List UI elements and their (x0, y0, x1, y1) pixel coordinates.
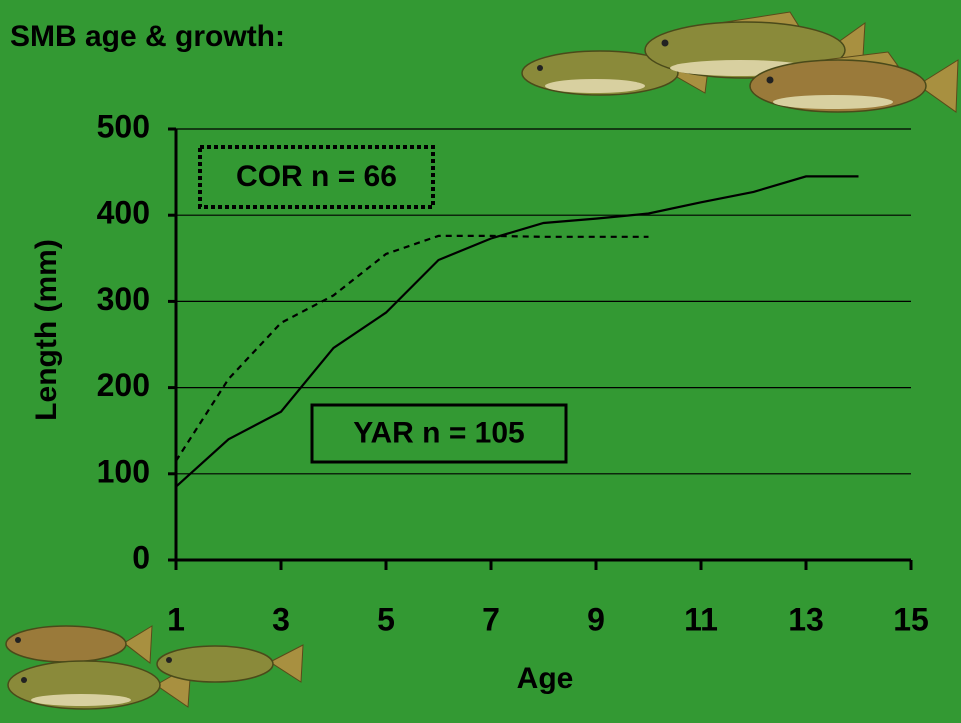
y-tick-label: 200 (97, 367, 150, 403)
x-tick-label: 13 (788, 601, 824, 637)
y-tick-label: 400 (97, 195, 150, 231)
y-tick-label: 100 (97, 453, 150, 489)
y-tick-label: 0 (132, 539, 150, 575)
x-tick-label: 15 (893, 601, 929, 637)
x-tick-label: 1 (167, 601, 185, 637)
y-tick-label: 300 (97, 281, 150, 317)
x-axis-label: Age (517, 662, 574, 695)
y-axis-label: Length (mm) (30, 239, 63, 421)
x-tick-label: 3 (272, 601, 290, 637)
series-label: YAR n = 105 (353, 416, 525, 449)
y-tick-label: 500 (97, 108, 150, 144)
chart-title: SMB age & growth: (10, 20, 285, 53)
chart: SMB age & growth: Age Length (mm) 0 100 20… (0, 0, 961, 723)
x-tick-label: 9 (587, 601, 605, 637)
x-tick-label: 7 (482, 601, 500, 637)
page: {"chart_data": {"type": "line", "title":… (0, 0, 961, 723)
x-tick-label: 5 (377, 601, 395, 637)
x-tick-label: 11 (684, 601, 718, 637)
series-label: COR n = 66 (236, 160, 397, 193)
